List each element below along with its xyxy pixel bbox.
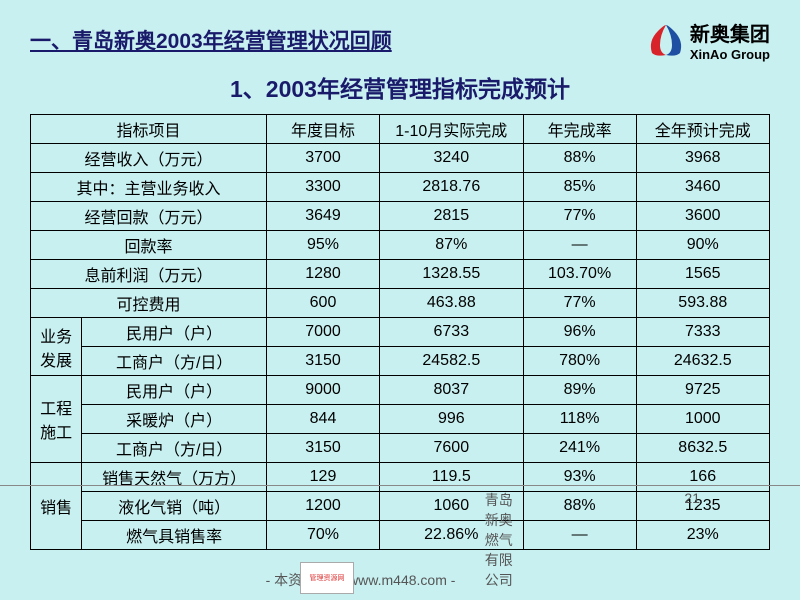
logo: 新奥集团 XinAo Group [646, 18, 770, 62]
table-cell: 96% [523, 318, 636, 347]
table-cell: 1280 [267, 260, 380, 289]
table-cell: 3600 [636, 202, 769, 231]
table-cell: 241% [523, 434, 636, 463]
table-cell: 77% [523, 202, 636, 231]
table-cell: 8037 [379, 376, 523, 405]
section-title: 一、青岛新奥2003年经营管理状况回顾 [30, 25, 392, 55]
table-row: 经营回款（万元）3649281577%3600 [31, 202, 770, 231]
table-cell: 2818.76 [379, 173, 523, 202]
table-cell: 1565 [636, 260, 769, 289]
table-cell: 24632.5 [636, 347, 769, 376]
watermark-badge: 管理资源网 [300, 562, 354, 594]
table-cell: 88% [523, 144, 636, 173]
table-cell: 1-10月实际完成 [379, 115, 523, 144]
table-cell: 全年预计完成 [636, 115, 769, 144]
table-cell: 息前利润（万元） [31, 260, 267, 289]
footer-source: - 本资料来自 www.m448.com - [266, 572, 456, 588]
table-cell: 3300 [267, 173, 380, 202]
table-cell: 民用户（户） [82, 318, 267, 347]
table-cell: 9725 [636, 376, 769, 405]
table-cell: 年度目标 [267, 115, 380, 144]
table-cell: 8632.5 [636, 434, 769, 463]
page-number: 21 [684, 490, 700, 590]
table-cell: 95% [267, 231, 380, 260]
table-cell: 24582.5 [379, 347, 523, 376]
table-cell: 780% [523, 347, 636, 376]
table-row: 采暖炉（户）844996118%1000 [31, 405, 770, 434]
table-cell: 采暖炉（户） [82, 405, 267, 434]
table-cell: 85% [523, 173, 636, 202]
footer: - 本资料来自 www.m448.com - 青岛新奥燃气有限公司 21 [0, 485, 800, 590]
table-row: 回款率95%87%—90% [31, 231, 770, 260]
table-cell: 593.88 [636, 289, 769, 318]
table-row: 息前利润（万元）12801328.55103.70%1565 [31, 260, 770, 289]
xinao-logo-icon [646, 23, 686, 57]
logo-text-en: XinAo Group [690, 47, 770, 62]
table-cell: 844 [267, 405, 380, 434]
table-cell: 回款率 [31, 231, 267, 260]
table-cell: 1000 [636, 405, 769, 434]
slide-subtitle: 1、2003年经营管理指标完成预计 [0, 70, 800, 104]
table-cell: 3700 [267, 144, 380, 173]
table-cell: 3460 [636, 173, 769, 202]
table-cell: 6733 [379, 318, 523, 347]
table-cell: 7333 [636, 318, 769, 347]
table-cell: 经营回款（万元） [31, 202, 267, 231]
table-cell: 其中：主营业务收入 [31, 173, 267, 202]
table-row: 工商户（方/日）315024582.5780%24632.5 [31, 347, 770, 376]
table-cell: 指标项目 [31, 115, 267, 144]
table-cell: 87% [379, 231, 523, 260]
table-cell: 工商户（方/日） [82, 347, 267, 376]
table-row: 工程施工民用户（户）9000803789%9725 [31, 376, 770, 405]
table-cell: 3649 [267, 202, 380, 231]
table-cell: 77% [523, 289, 636, 318]
table-cell: 工程施工 [31, 376, 82, 463]
table-cell: 3968 [636, 144, 769, 173]
logo-text-cn: 新奥集团 [690, 18, 770, 47]
table-cell: 996 [379, 405, 523, 434]
table-row: 其中：主营业务收入33002818.7685%3460 [31, 173, 770, 202]
footer-org: 青岛新奥燃气有限公司 [479, 490, 519, 590]
table-cell: 可控费用 [31, 289, 267, 318]
table-cell: 9000 [267, 376, 380, 405]
table-cell: 经营收入（万元） [31, 144, 267, 173]
table-cell: 7600 [379, 434, 523, 463]
table-header-row: 指标项目年度目标1-10月实际完成年完成率全年预计完成 [31, 115, 770, 144]
table-cell: 3150 [267, 434, 380, 463]
table-cell: 90% [636, 231, 769, 260]
table-cell: 1328.55 [379, 260, 523, 289]
table-cell: 103.70% [523, 260, 636, 289]
table-cell: 民用户（户） [82, 376, 267, 405]
table-cell: 7000 [267, 318, 380, 347]
table-cell: 600 [267, 289, 380, 318]
table-cell: 年完成率 [523, 115, 636, 144]
table-cell: 89% [523, 376, 636, 405]
table-row: 经营收入（万元）3700324088%3968 [31, 144, 770, 173]
table-cell: 463.88 [379, 289, 523, 318]
table-cell: 2815 [379, 202, 523, 231]
table-row: 工商户（方/日）31507600241%8632.5 [31, 434, 770, 463]
table-row: 业务发展民用户（户）7000673396%7333 [31, 318, 770, 347]
table-cell: 业务发展 [31, 318, 82, 376]
table-cell: 工商户（方/日） [82, 434, 267, 463]
table-cell: 3150 [267, 347, 380, 376]
table-cell: 118% [523, 405, 636, 434]
table-cell: — [523, 231, 636, 260]
table-row: 可控费用600463.8877%593.88 [31, 289, 770, 318]
table-cell: 3240 [379, 144, 523, 173]
